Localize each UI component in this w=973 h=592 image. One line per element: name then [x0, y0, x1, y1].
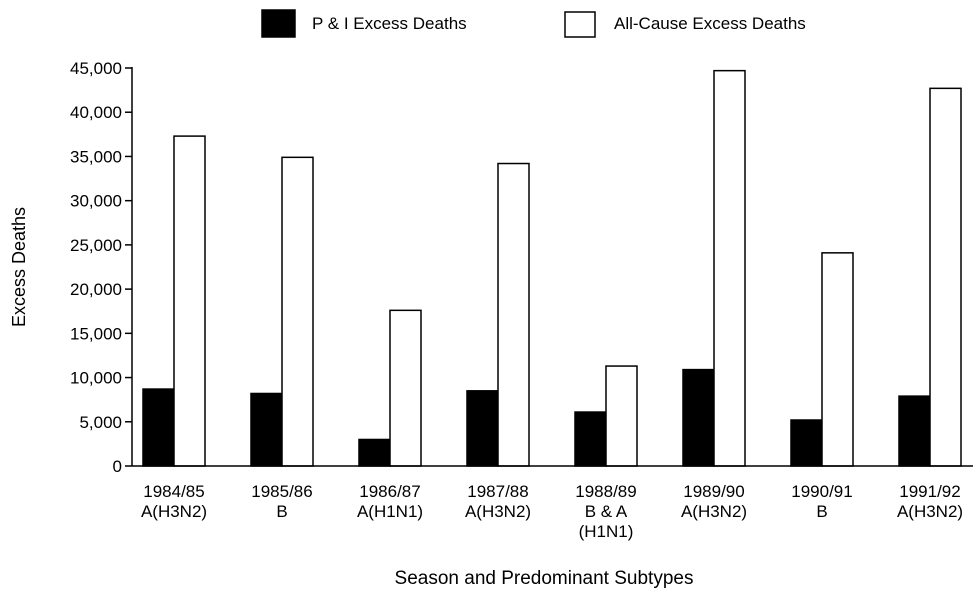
y-tick-label: 5,000: [79, 413, 122, 432]
x-tick-label: 1987/88 A(H3N2): [465, 482, 531, 521]
bar-all-cause-excess-deaths: [713, 69, 746, 467]
y-tick-label: 0: [113, 457, 122, 476]
bar-pi-excess-deaths: [574, 411, 607, 467]
legend-label-pi: P & I Excess Deaths: [312, 14, 467, 33]
y-axis-title: Excess Deaths: [9, 207, 29, 327]
bar-pi-excess-deaths: [250, 392, 283, 467]
bar-all-cause-excess-deaths: [497, 162, 530, 467]
y-tick-label: 45,000: [70, 59, 122, 78]
bar-all-cause-excess-deaths: [821, 252, 854, 467]
x-axis-labels: 1984/85 A(H3N2) 1985/86 B 1986/87 A(H1N1) 1987…: [141, 482, 963, 541]
bar-all-cause-excess-deaths: [929, 87, 962, 467]
x-tick-label: 1991/92 A(H3N2): [897, 482, 963, 521]
bars: [142, 69, 962, 467]
bar-all-cause-excess-deaths: [173, 135, 206, 467]
x-tick-label: 1988/89 B & A (H1N1): [575, 482, 636, 541]
y-tick-label: 40,000: [70, 103, 122, 122]
legend: P & I Excess Deaths All-Cause Excess Dea…: [261, 9, 806, 38]
x-tick-label: 1985/86 B: [251, 482, 312, 521]
x-tick-label: 1986/87 A(H1N1): [357, 482, 423, 521]
bar-all-cause-excess-deaths: [605, 365, 638, 467]
x-tick-label: 1990/91 B: [791, 482, 852, 521]
bar-pi-excess-deaths: [358, 438, 391, 467]
bar-all-cause-excess-deaths: [281, 156, 314, 467]
legend-swatch-all-cause: [564, 11, 596, 38]
y-tick-label: 20,000: [70, 280, 122, 299]
x-axis-title: Season and Predominant Subtypes: [395, 568, 694, 589]
y-tick-label: 35,000: [70, 147, 122, 166]
x-tick-label: 1984/85 A(H3N2): [141, 482, 207, 521]
bar-pi-excess-deaths: [142, 388, 175, 467]
y-axis: 0 5,000 10,000 15,000 20,000 25,000 30,000 35,0…: [70, 59, 132, 476]
y-tick-label: 15,000: [70, 324, 122, 343]
bar-all-cause-excess-deaths: [389, 309, 422, 467]
y-tick-label: 30,000: [70, 192, 122, 211]
y-tick-label: 25,000: [70, 236, 122, 255]
bar-pi-excess-deaths: [466, 390, 499, 467]
bar-pi-excess-deaths: [682, 368, 715, 467]
x-tick-label: 1989/90 A(H3N2): [681, 482, 747, 521]
legend-swatch-pi: [261, 9, 296, 38]
bar-pi-excess-deaths: [790, 419, 823, 467]
bar-pi-excess-deaths: [898, 395, 931, 467]
legend-label-all-cause: All-Cause Excess Deaths: [614, 14, 806, 33]
y-tick-label: 10,000: [70, 369, 122, 388]
